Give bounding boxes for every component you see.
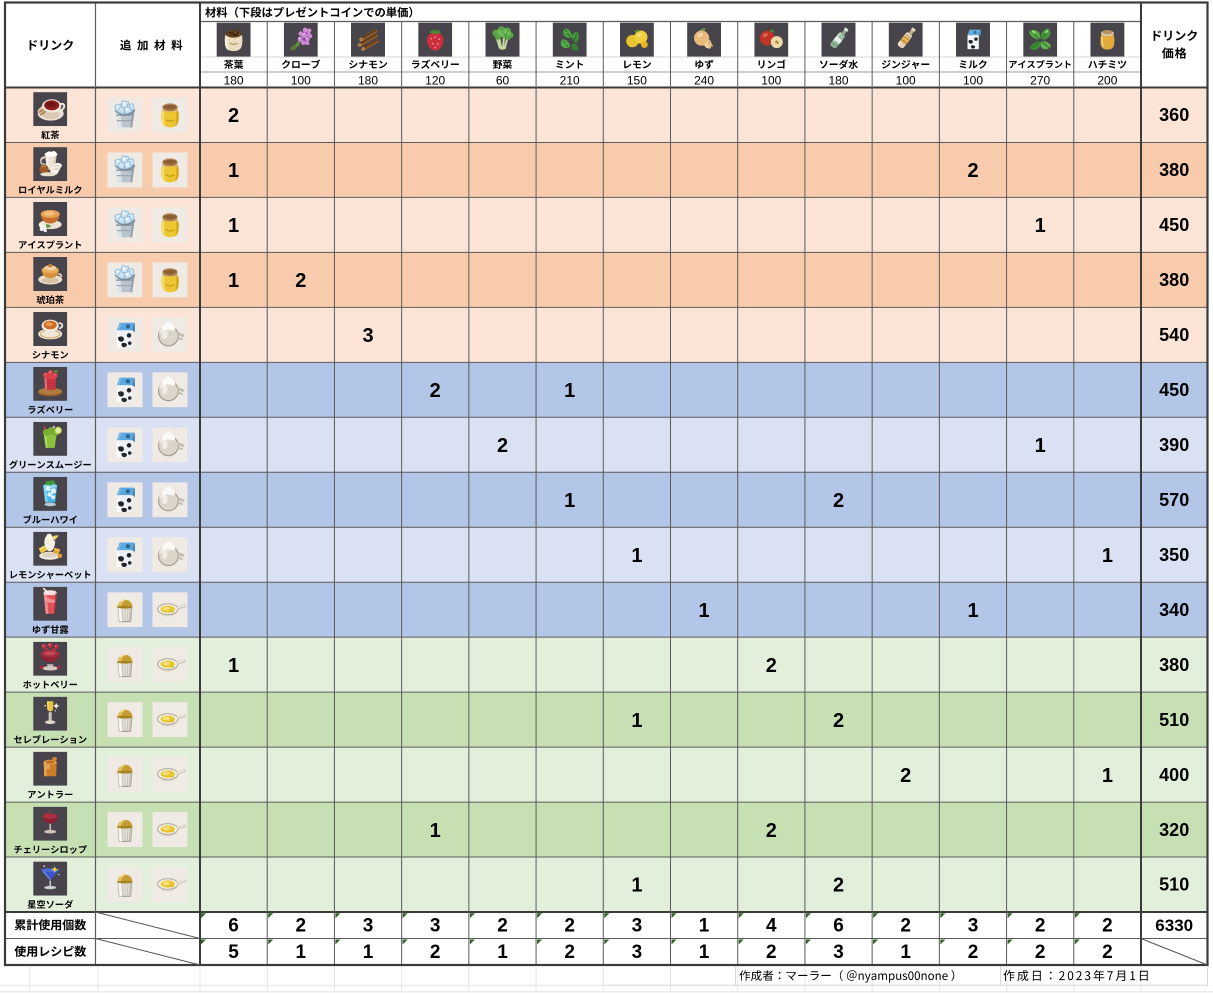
svg-text:2: 2 xyxy=(967,160,978,182)
svg-text:360: 360 xyxy=(1159,105,1189,125)
svg-text:1: 1 xyxy=(631,710,642,732)
svg-text:1: 1 xyxy=(1035,215,1046,237)
svg-text:2: 2 xyxy=(295,270,306,292)
svg-text:510: 510 xyxy=(1159,875,1189,895)
svg-text:400: 400 xyxy=(1159,765,1189,785)
svg-text:450: 450 xyxy=(1159,215,1189,235)
svg-text:320: 320 xyxy=(1159,820,1189,840)
svg-text:2: 2 xyxy=(1035,942,1046,963)
svg-text:2: 2 xyxy=(833,710,844,732)
svg-text:2: 2 xyxy=(497,916,508,937)
svg-text:100: 100 xyxy=(291,73,311,87)
svg-text:2: 2 xyxy=(968,942,979,963)
svg-text:4: 4 xyxy=(766,916,777,937)
svg-text:2: 2 xyxy=(833,875,844,897)
svg-text:120: 120 xyxy=(425,73,445,87)
svg-text:2: 2 xyxy=(900,765,911,787)
svg-text:1: 1 xyxy=(228,270,239,292)
svg-text:1: 1 xyxy=(1102,765,1113,787)
svg-text:1: 1 xyxy=(699,916,710,937)
svg-text:150: 150 xyxy=(627,73,647,87)
svg-text:180: 180 xyxy=(828,73,848,87)
svg-text:6330: 6330 xyxy=(1155,916,1193,935)
svg-text:380: 380 xyxy=(1159,655,1189,675)
svg-text:1: 1 xyxy=(564,490,575,512)
svg-text:100: 100 xyxy=(963,73,983,87)
svg-text:450: 450 xyxy=(1159,380,1189,400)
svg-text:200: 200 xyxy=(1097,73,1117,87)
svg-text:2: 2 xyxy=(766,942,777,963)
svg-text:180: 180 xyxy=(224,73,244,87)
svg-text:2: 2 xyxy=(1102,916,1113,937)
svg-text:380: 380 xyxy=(1159,270,1189,290)
svg-text:390: 390 xyxy=(1159,435,1189,455)
svg-text:3: 3 xyxy=(632,916,643,937)
svg-text:340: 340 xyxy=(1159,600,1189,620)
svg-text:2: 2 xyxy=(228,105,239,127)
svg-text:1: 1 xyxy=(1035,435,1046,457)
svg-text:5: 5 xyxy=(228,942,239,963)
svg-text:270: 270 xyxy=(1030,73,1050,87)
svg-text:1: 1 xyxy=(497,942,508,963)
svg-text:2: 2 xyxy=(430,380,441,402)
svg-text:2: 2 xyxy=(564,942,575,963)
svg-text:60: 60 xyxy=(496,73,510,87)
svg-text:1: 1 xyxy=(699,600,710,622)
svg-text:1: 1 xyxy=(228,655,239,677)
svg-text:180: 180 xyxy=(358,73,378,87)
svg-text:1: 1 xyxy=(564,380,575,402)
svg-text:1: 1 xyxy=(967,600,978,622)
svg-text:570: 570 xyxy=(1159,490,1189,510)
svg-text:3: 3 xyxy=(833,942,844,963)
svg-text:2: 2 xyxy=(766,655,777,677)
svg-text:1: 1 xyxy=(430,820,441,842)
svg-text:350: 350 xyxy=(1159,545,1189,565)
svg-text:2: 2 xyxy=(1035,916,1046,937)
svg-text:6: 6 xyxy=(228,916,239,937)
svg-text:3: 3 xyxy=(363,916,374,937)
svg-text:100: 100 xyxy=(761,73,781,87)
svg-text:510: 510 xyxy=(1159,710,1189,730)
svg-text:1: 1 xyxy=(900,942,911,963)
svg-text:240: 240 xyxy=(694,73,714,87)
svg-text:3: 3 xyxy=(430,916,441,937)
svg-text:540: 540 xyxy=(1159,325,1189,345)
svg-text:3: 3 xyxy=(362,325,373,347)
svg-text:1: 1 xyxy=(228,215,239,237)
svg-text:1: 1 xyxy=(631,545,642,567)
svg-text:1: 1 xyxy=(699,942,710,963)
svg-text:2: 2 xyxy=(900,916,911,937)
svg-text:2: 2 xyxy=(296,916,307,937)
svg-text:2: 2 xyxy=(766,820,777,842)
svg-text:1: 1 xyxy=(1102,545,1113,567)
svg-text:2: 2 xyxy=(833,490,844,512)
svg-text:2: 2 xyxy=(1102,942,1113,963)
svg-text:3: 3 xyxy=(968,916,979,937)
svg-text:2: 2 xyxy=(564,916,575,937)
svg-text:6: 6 xyxy=(833,916,844,937)
svg-text:1: 1 xyxy=(631,875,642,897)
svg-text:2: 2 xyxy=(497,435,508,457)
svg-text:210: 210 xyxy=(560,73,580,87)
svg-text:1: 1 xyxy=(296,942,307,963)
svg-text:380: 380 xyxy=(1159,160,1189,180)
svg-text:100: 100 xyxy=(896,73,916,87)
svg-text:1: 1 xyxy=(228,160,239,182)
svg-text:3: 3 xyxy=(632,942,643,963)
svg-text:1: 1 xyxy=(363,942,374,963)
svg-text:2: 2 xyxy=(430,942,441,963)
